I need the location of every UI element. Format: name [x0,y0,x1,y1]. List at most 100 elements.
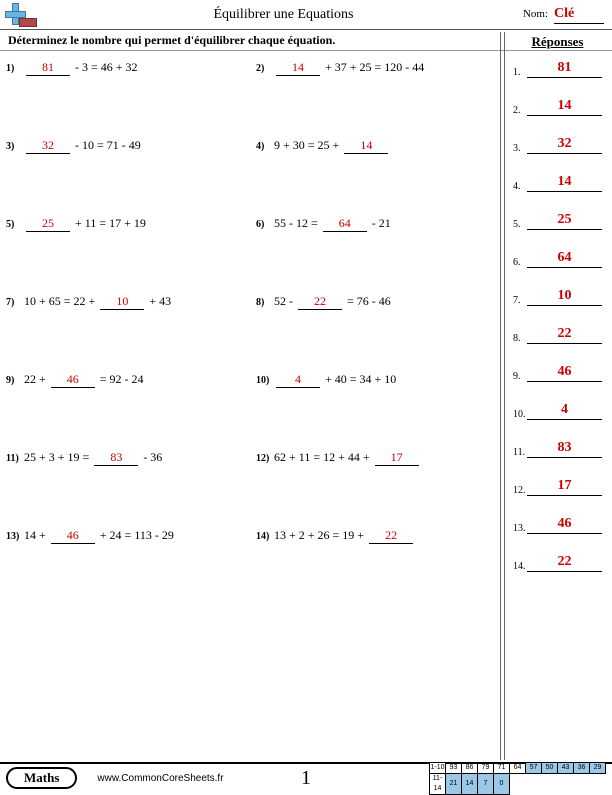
score-grid: 1-109386797164575043362911-14211470 [429,762,606,795]
score-label: 11-14 [430,773,446,794]
score-cell: 29 [590,762,606,773]
problem-number: 3) [6,141,24,152]
equation: 52 - 22 = 76 - 46 [274,294,391,310]
answer-value: 81 [527,60,602,78]
problem-number: 10) [256,375,274,386]
problem: 14)13 + 2 + 26 = 19 + 22 [256,528,496,544]
answer-number: 8. [513,333,527,344]
answer-row: 4.14 [513,174,602,192]
content-area: 1)81 - 3 = 46 + 322)14 + 37 + 25 = 120 -… [0,50,612,760]
answer-row: 11.83 [513,440,602,458]
equation-text: 9 + 30 = 25 + [274,138,342,152]
answer-number: 5. [513,219,527,230]
page-number: 1 [301,767,311,790]
worksheet-page: Équilibrer une Equations Nom: Clé Déterm… [0,0,612,792]
score-label: 1-10 [430,762,446,773]
answer-number: 11. [513,447,527,458]
blank-answer: 14 [344,138,388,154]
blank-answer: 46 [51,528,95,544]
blank-answer: 25 [26,216,70,232]
equation: 62 + 11 = 12 + 44 + 17 [274,450,421,466]
problem-number: 9) [6,375,24,386]
equation-text: - 10 = 71 - 49 [72,138,141,152]
name-field: Nom: Clé [523,6,604,24]
blank-answer: 10 [100,294,144,310]
problem-row: 9)22 + 46 = 92 - 24 10)4 + 40 = 34 + 10 [6,372,496,388]
equation-text: 22 + [24,372,49,386]
answer-number: 4. [513,181,527,192]
equation-text: 25 + 3 + 19 = [24,450,92,464]
equation-text: + 37 + 25 = 120 - 44 [322,60,424,74]
answer-value: 14 [527,174,602,192]
subject-badge: Maths [6,767,77,789]
problem-number: 12) [256,453,274,464]
score-cell: 0 [494,773,510,794]
answer-value: 10 [527,288,602,306]
problem: 1)81 - 3 = 46 + 32 [6,60,246,76]
problems-area: 1)81 - 3 = 46 + 322)14 + 37 + 25 = 120 -… [0,50,500,760]
problem-number: 7) [6,297,24,308]
header: Équilibrer une Equations Nom: Clé [0,0,612,30]
answer-number: 7. [513,295,527,306]
equation-text: - 36 [140,450,162,464]
name-value: Clé [554,6,604,24]
blank-answer: 14 [276,60,320,76]
problem: 12)62 + 11 = 12 + 44 + 17 [256,450,496,466]
problem-number: 2) [256,63,274,74]
answer-value: 17 [527,478,602,496]
answer-row: 9.46 [513,364,602,382]
equation: 81 - 3 = 46 + 32 [24,60,138,76]
problem: 3)32 - 10 = 71 - 49 [6,138,246,154]
problem-number: 4) [256,141,274,152]
answer-row: 2.14 [513,98,602,116]
equation-text: + 11 = 17 + 19 [72,216,146,230]
equation: 22 + 46 = 92 - 24 [24,372,144,388]
equation-text: - 21 [369,216,391,230]
score-cell: 71 [494,762,510,773]
score-cell: 14 [462,773,478,794]
answer-number: 2. [513,105,527,116]
answer-value: 46 [527,516,602,534]
problem-number: 14) [256,531,274,542]
answer-value: 64 [527,250,602,268]
logo-icon [4,3,38,27]
problem-row: 1)81 - 3 = 46 + 32 2)14 + 37 + 25 = 120 -… [6,60,496,76]
answers-title: Réponses [513,34,602,50]
equation-text: 55 - 12 = [274,216,321,230]
problem-row: 7)10 + 65 = 22 + 10 + 43 8)52 - 22 = 76 -… [6,294,496,310]
blank-answer: 64 [323,216,367,232]
equation-text: 14 + [24,528,49,542]
problem-row: 11)25 + 3 + 19 = 83 - 3612)62 + 11 = 12 … [6,450,496,466]
answer-row: 14.22 [513,554,602,572]
equation-text: 52 - [274,294,296,308]
problem-number: 8) [256,297,274,308]
blank-answer: 81 [26,60,70,76]
problem: 5)25 + 11 = 17 + 19 [6,216,246,232]
problem: 10)4 + 40 = 34 + 10 [256,372,496,388]
answer-number: 13. [513,523,527,534]
score-cell: 64 [510,762,526,773]
problem: 13)14 + 46 + 24 = 113 - 29 [6,528,246,544]
answer-number: 9. [513,371,527,382]
answer-number: 3. [513,143,527,154]
equation-text: = 92 - 24 [97,372,144,386]
equation: 14 + 46 + 24 = 113 - 29 [24,528,174,544]
equation: 10 + 65 = 22 + 10 + 43 [24,294,171,310]
equation: 14 + 37 + 25 = 120 - 44 [274,60,424,76]
score-cell: 43 [558,762,574,773]
answer-value: 22 [527,554,602,572]
equation: 13 + 2 + 26 = 19 + 22 [274,528,415,544]
answer-number: 6. [513,257,527,268]
problem-row: 13)14 + 46 + 24 = 113 - 29 14)13 + 2 + 26… [6,528,496,544]
answer-row: 10.4 [513,402,602,420]
equation-text: 13 + 2 + 26 = 19 + [274,528,367,542]
score-cell: 57 [526,762,542,773]
equation: 25 + 3 + 19 = 83 - 36 [24,450,162,466]
blank-answer: 17 [375,450,419,466]
answer-value: 83 [527,440,602,458]
answer-row: 1.81 [513,60,602,78]
problem: 2)14 + 37 + 25 = 120 - 44 [256,60,496,76]
answer-row: 7.10 [513,288,602,306]
worksheet-title: Équilibrer une Equations [44,7,523,23]
problem-number: 6) [256,219,274,230]
